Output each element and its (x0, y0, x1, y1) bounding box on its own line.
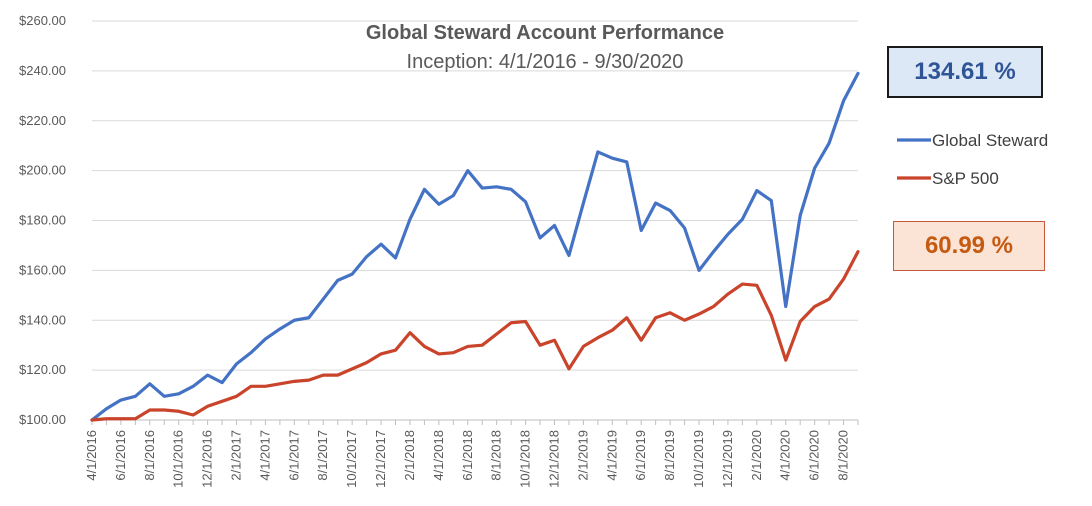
y-tick-label: $160.00 (19, 262, 66, 277)
y-tick-label: $120.00 (19, 362, 66, 377)
y-tick-label: $240.00 (19, 63, 66, 78)
y-tick-label: $200.00 (19, 163, 66, 178)
x-tick-label: 4/1/2017 (257, 430, 272, 481)
x-tick-label: 4/1/2016 (84, 430, 99, 481)
x-tick-label: 12/1/2018 (546, 430, 561, 488)
chart-title: Global Steward Account Performance (366, 22, 724, 44)
x-tick-label: 10/1/2016 (171, 430, 186, 488)
legend-label: Global Steward (932, 131, 1048, 150)
series-lines (90, 71, 860, 422)
y-tick-label: $140.00 (19, 312, 66, 327)
x-tick-label: 12/1/2017 (373, 430, 388, 488)
legend: Global Steward S&P 500 (897, 131, 1048, 188)
x-tick-label: 6/1/2017 (286, 430, 301, 481)
x-tick-label: 10/1/2019 (691, 430, 706, 488)
global-steward-return-callout: 134.61 % (887, 46, 1043, 98)
x-tick-label: 12/1/2019 (720, 430, 735, 488)
series-line-0 (90, 71, 860, 422)
x-tick-label: 12/1/2016 (200, 430, 215, 488)
x-tick-label: 10/1/2018 (518, 430, 533, 488)
x-tick-label: 8/1/2020 (836, 430, 851, 481)
y-tick-label: $220.00 (19, 113, 66, 128)
sp500-return-callout: 60.99 % (893, 221, 1045, 271)
chart-subtitle: Inception: 4/1/2016 - 9/30/2020 (407, 51, 684, 73)
x-tick-label: 8/1/2018 (489, 430, 504, 481)
x-tick-label: 2/1/2017 (229, 430, 244, 481)
x-tick-label: 2/1/2018 (402, 430, 417, 481)
x-tick-label: 4/1/2020 (778, 430, 793, 481)
y-gridlines (92, 20, 858, 421)
x-tick-label: 4/1/2018 (431, 430, 446, 481)
legend-label: S&P 500 (932, 169, 999, 188)
x-tick-label: 8/1/2017 (315, 430, 330, 481)
x-tick-label: 8/1/2019 (662, 430, 677, 481)
x-tick-label: 8/1/2016 (142, 430, 157, 481)
y-tick-label: $100.00 (19, 412, 66, 427)
y-axis: $100.00 $120.00 $140.00 $160.00 $180.00 $200.… (19, 13, 66, 427)
x-tick-label: 6/1/2020 (807, 430, 822, 481)
y-tick-label: $180.00 (19, 213, 66, 228)
series-line-1 (90, 250, 860, 422)
x-axis: 4/1/2016 6/1/2016 8/1/2016 10/1/2016 12/1/20… (84, 419, 859, 488)
x-tick-label: 2/1/2020 (749, 430, 764, 481)
x-tick-label: 2/1/2019 (575, 430, 590, 481)
x-tick-label: 4/1/2019 (604, 430, 619, 481)
x-tick-label: 6/1/2018 (460, 430, 475, 481)
x-tick-label: 10/1/2017 (344, 430, 359, 488)
x-tick-label: 6/1/2016 (113, 430, 128, 481)
y-tick-label: $260.00 (19, 13, 66, 28)
x-tick-label: 6/1/2019 (633, 430, 648, 481)
